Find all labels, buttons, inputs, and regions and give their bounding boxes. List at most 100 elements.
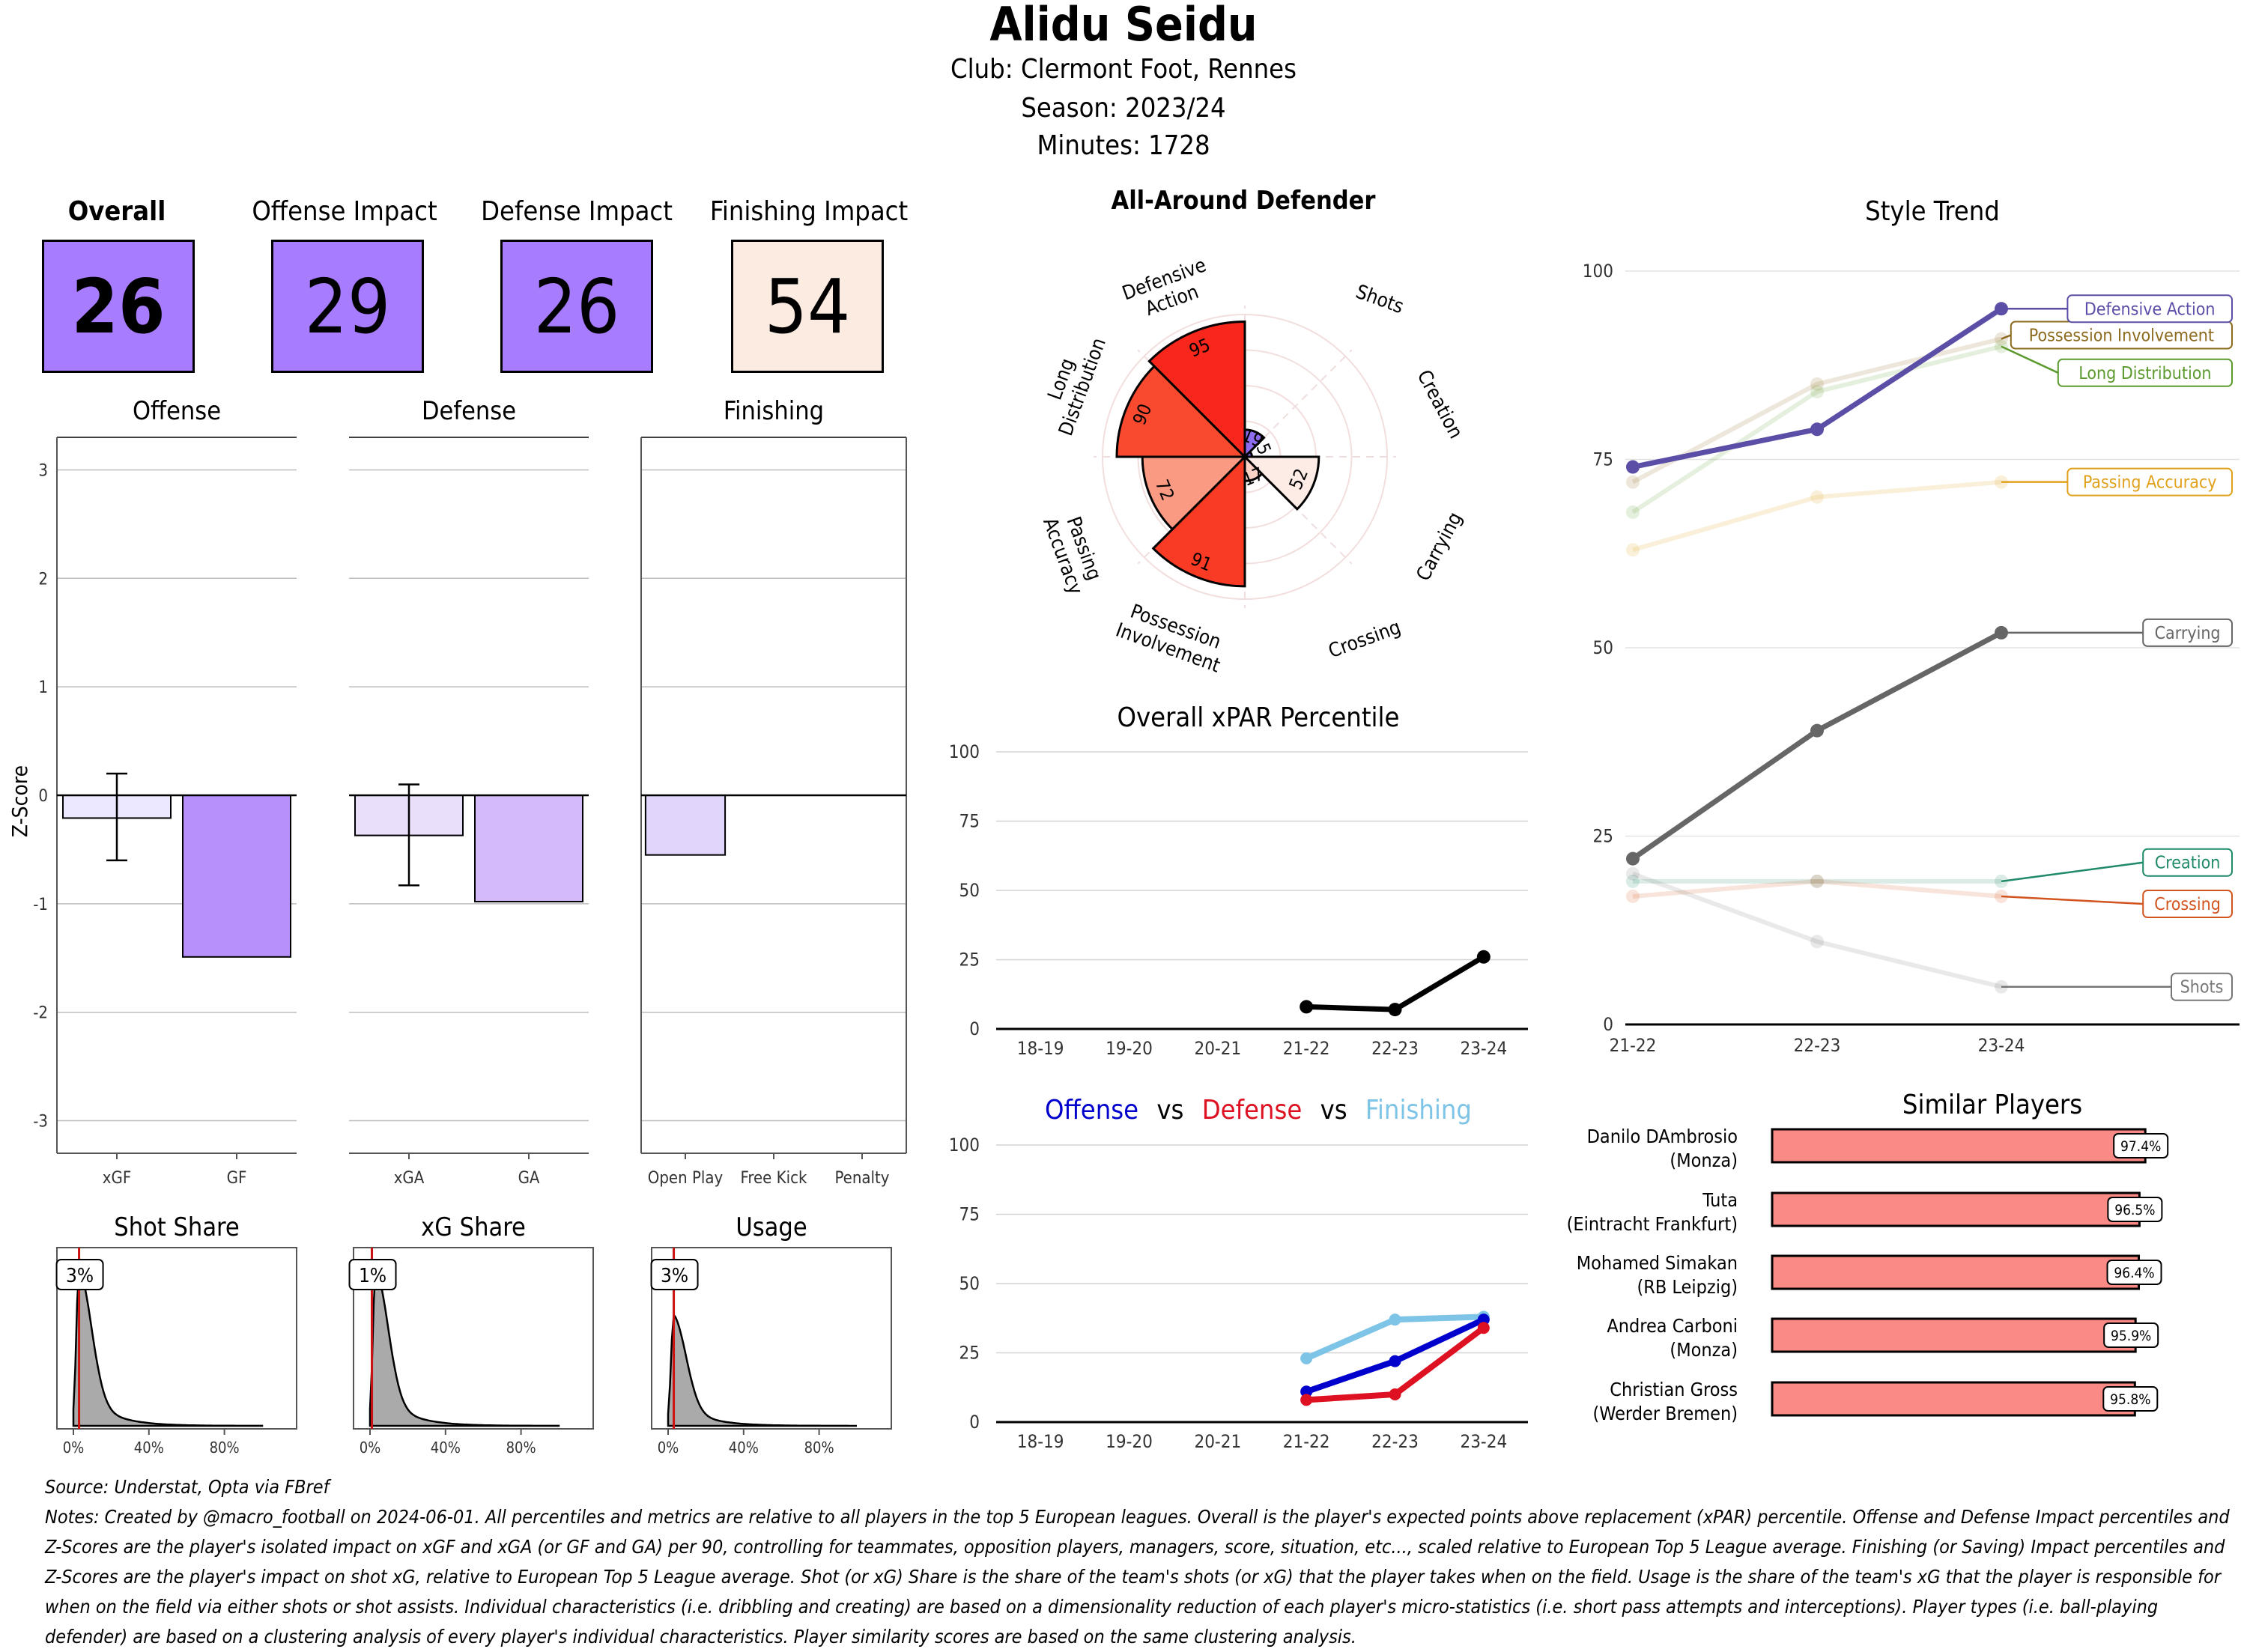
style-label-box (2142, 848, 2234, 877)
radar-category-label: Crossing (1326, 616, 1404, 663)
player-marker-label: 3% (661, 1265, 688, 1287)
y-tick-label: 50 (1593, 637, 1613, 658)
style-series-point (1810, 723, 1824, 738)
series-point (1389, 1314, 1401, 1326)
x-tick-label: Free Kick (741, 1169, 807, 1188)
style-series-point (1626, 889, 1640, 903)
y-tick-label: 75 (1593, 449, 1613, 470)
overall-label: Overall (67, 196, 166, 227)
zscore-bar (474, 795, 583, 902)
x-tick-label: 22-23 (1794, 1035, 1841, 1056)
y-tick-label: 1 (38, 678, 48, 697)
distribution-title: Usage (736, 1212, 807, 1242)
x-tick-label: GF (227, 1169, 247, 1188)
style-series-label: Crossing (2154, 895, 2221, 914)
xpar-title: Overall xPAR Percentile (1117, 702, 1400, 733)
similar-player-club: (Eintracht Frankfurt) (1567, 1213, 1738, 1235)
player-marker-label: 3% (66, 1265, 94, 1287)
density-area (667, 1311, 857, 1427)
x-tick-label: 80% (506, 1439, 536, 1457)
zscore-bar (182, 795, 291, 958)
player-marker-label-box (348, 1259, 397, 1290)
player-marker-label-box (650, 1259, 699, 1290)
style-label-box (2057, 358, 2233, 387)
ovd-title-vs2: vs (1320, 1095, 1347, 1126)
y-tick-label: 50 (959, 1273, 980, 1294)
style-series-point (1810, 422, 1824, 437)
style-series-point (1626, 851, 1640, 866)
ovd-title-vs1: vs (1156, 1095, 1184, 1126)
minutes-text: Minutes: 1728 (1037, 130, 1210, 161)
similar-player-name: Danilo DAmbrosio (1587, 1126, 1738, 1147)
zscore-panel-title: Finishing (724, 397, 824, 426)
similarity-bar (1771, 1317, 2137, 1353)
style-label-box (2171, 972, 2233, 1001)
style-series-point (1810, 874, 1824, 888)
y-tick-label: 0 (1603, 1014, 1613, 1035)
style-label-box (2066, 294, 2234, 324)
radar-category-label-line: Shots (1353, 281, 1407, 319)
similar-players-title: Similar Players (1902, 1090, 2083, 1120)
x-tick-label: 22-23 (1371, 1431, 1419, 1452)
overall-value-box: 26 (42, 240, 195, 373)
distribution-title: xG Share (421, 1212, 526, 1242)
series-point (1388, 1003, 1402, 1017)
style-label-leader (2001, 345, 2059, 374)
distribution-frame (56, 1247, 297, 1430)
y-tick-label: 2 (38, 570, 48, 589)
x-tick-label: xGF (103, 1169, 131, 1188)
style-series-line (1631, 336, 2002, 485)
x-tick-label: 19-20 (1106, 1431, 1153, 1452)
style-series-label: Carrying (2155, 624, 2221, 643)
source-note: Source: Understat, Opta via FBref (45, 1476, 330, 1498)
radar-category-label-line: Creation (1413, 366, 1467, 442)
y-tick-label: 25 (959, 1343, 980, 1364)
y-tick-label: 75 (959, 1204, 980, 1225)
y-tick-label: 3 (38, 461, 48, 480)
x-tick-label: 21-22 (1283, 1038, 1330, 1059)
y-tick-label: -2 (33, 1004, 48, 1023)
similarity-label: 95.8% (2110, 1391, 2150, 1408)
similar-player-name: Christian Gross (1610, 1379, 1738, 1400)
series-line (1306, 954, 1485, 1012)
x-tick-label: 23-24 (1460, 1431, 1507, 1452)
radar-spoke (1244, 349, 1353, 458)
defense-impact-label: Defense Impact (481, 196, 673, 227)
x-tick-label: 23-24 (1978, 1035, 2025, 1056)
style-series-point (1626, 475, 1640, 489)
radar-wedge (1115, 364, 1248, 458)
similarity-label-box (2113, 1133, 2169, 1158)
similar-player-name: Andrea Carboni (1607, 1315, 1738, 1337)
x-tick-label: 40% (134, 1439, 164, 1457)
series-point (1477, 1314, 1490, 1326)
club-text: Club: Clermont Foot, Rennes (950, 54, 1297, 85)
style-series-point (1626, 460, 1640, 474)
methodology-notes: Notes: Created by @macro_football on 202… (45, 1506, 2230, 1648)
distribution-title: Shot Share (114, 1212, 239, 1242)
style-series-point (1626, 543, 1640, 557)
similarity-label: 97.4% (2120, 1138, 2161, 1155)
xpar-chart: 0 25 50 75 100 18-19 19-20 20-21 21-22 22-23 23-24 (949, 741, 1528, 1059)
similarity-label-box (2103, 1322, 2159, 1348)
y-tick-label: 50 (959, 880, 980, 901)
style-trend-chart: 0 25 50 75 100 21-22 22-23 23-24 Possession Invo… (1583, 261, 2240, 1056)
zscore-panel-title: Offense (133, 397, 221, 426)
y-tick-label: 0 (969, 1412, 980, 1433)
x-tick-label: 0% (63, 1439, 85, 1457)
style-series-point (1810, 935, 1824, 949)
x-tick-label: 0% (360, 1439, 381, 1457)
radar-category-label-line: Carrying (1412, 508, 1467, 585)
style-series-label: Creation (2155, 854, 2221, 873)
distribution-charts: Shot Share 3% 0% 40% 80% xG Share 1% 0% 40% 80% Us… (55, 1212, 892, 1457)
style-series-line (1631, 630, 2003, 861)
y-tick-label: 100 (949, 741, 980, 762)
style-series-line (1632, 479, 2002, 553)
style-series-label: Passing Accuracy (2083, 473, 2217, 493)
radar-wedge (1151, 454, 1246, 588)
y-tick-label: -1 (33, 896, 48, 914)
radar-category-label: Carrying (1412, 508, 1467, 585)
series-point (1477, 1322, 1490, 1334)
radar-spoke (1244, 456, 1353, 565)
x-tick-label: 22-23 (1371, 1038, 1419, 1059)
zscore-defense-panel: Defense xGA GA (349, 397, 589, 1188)
